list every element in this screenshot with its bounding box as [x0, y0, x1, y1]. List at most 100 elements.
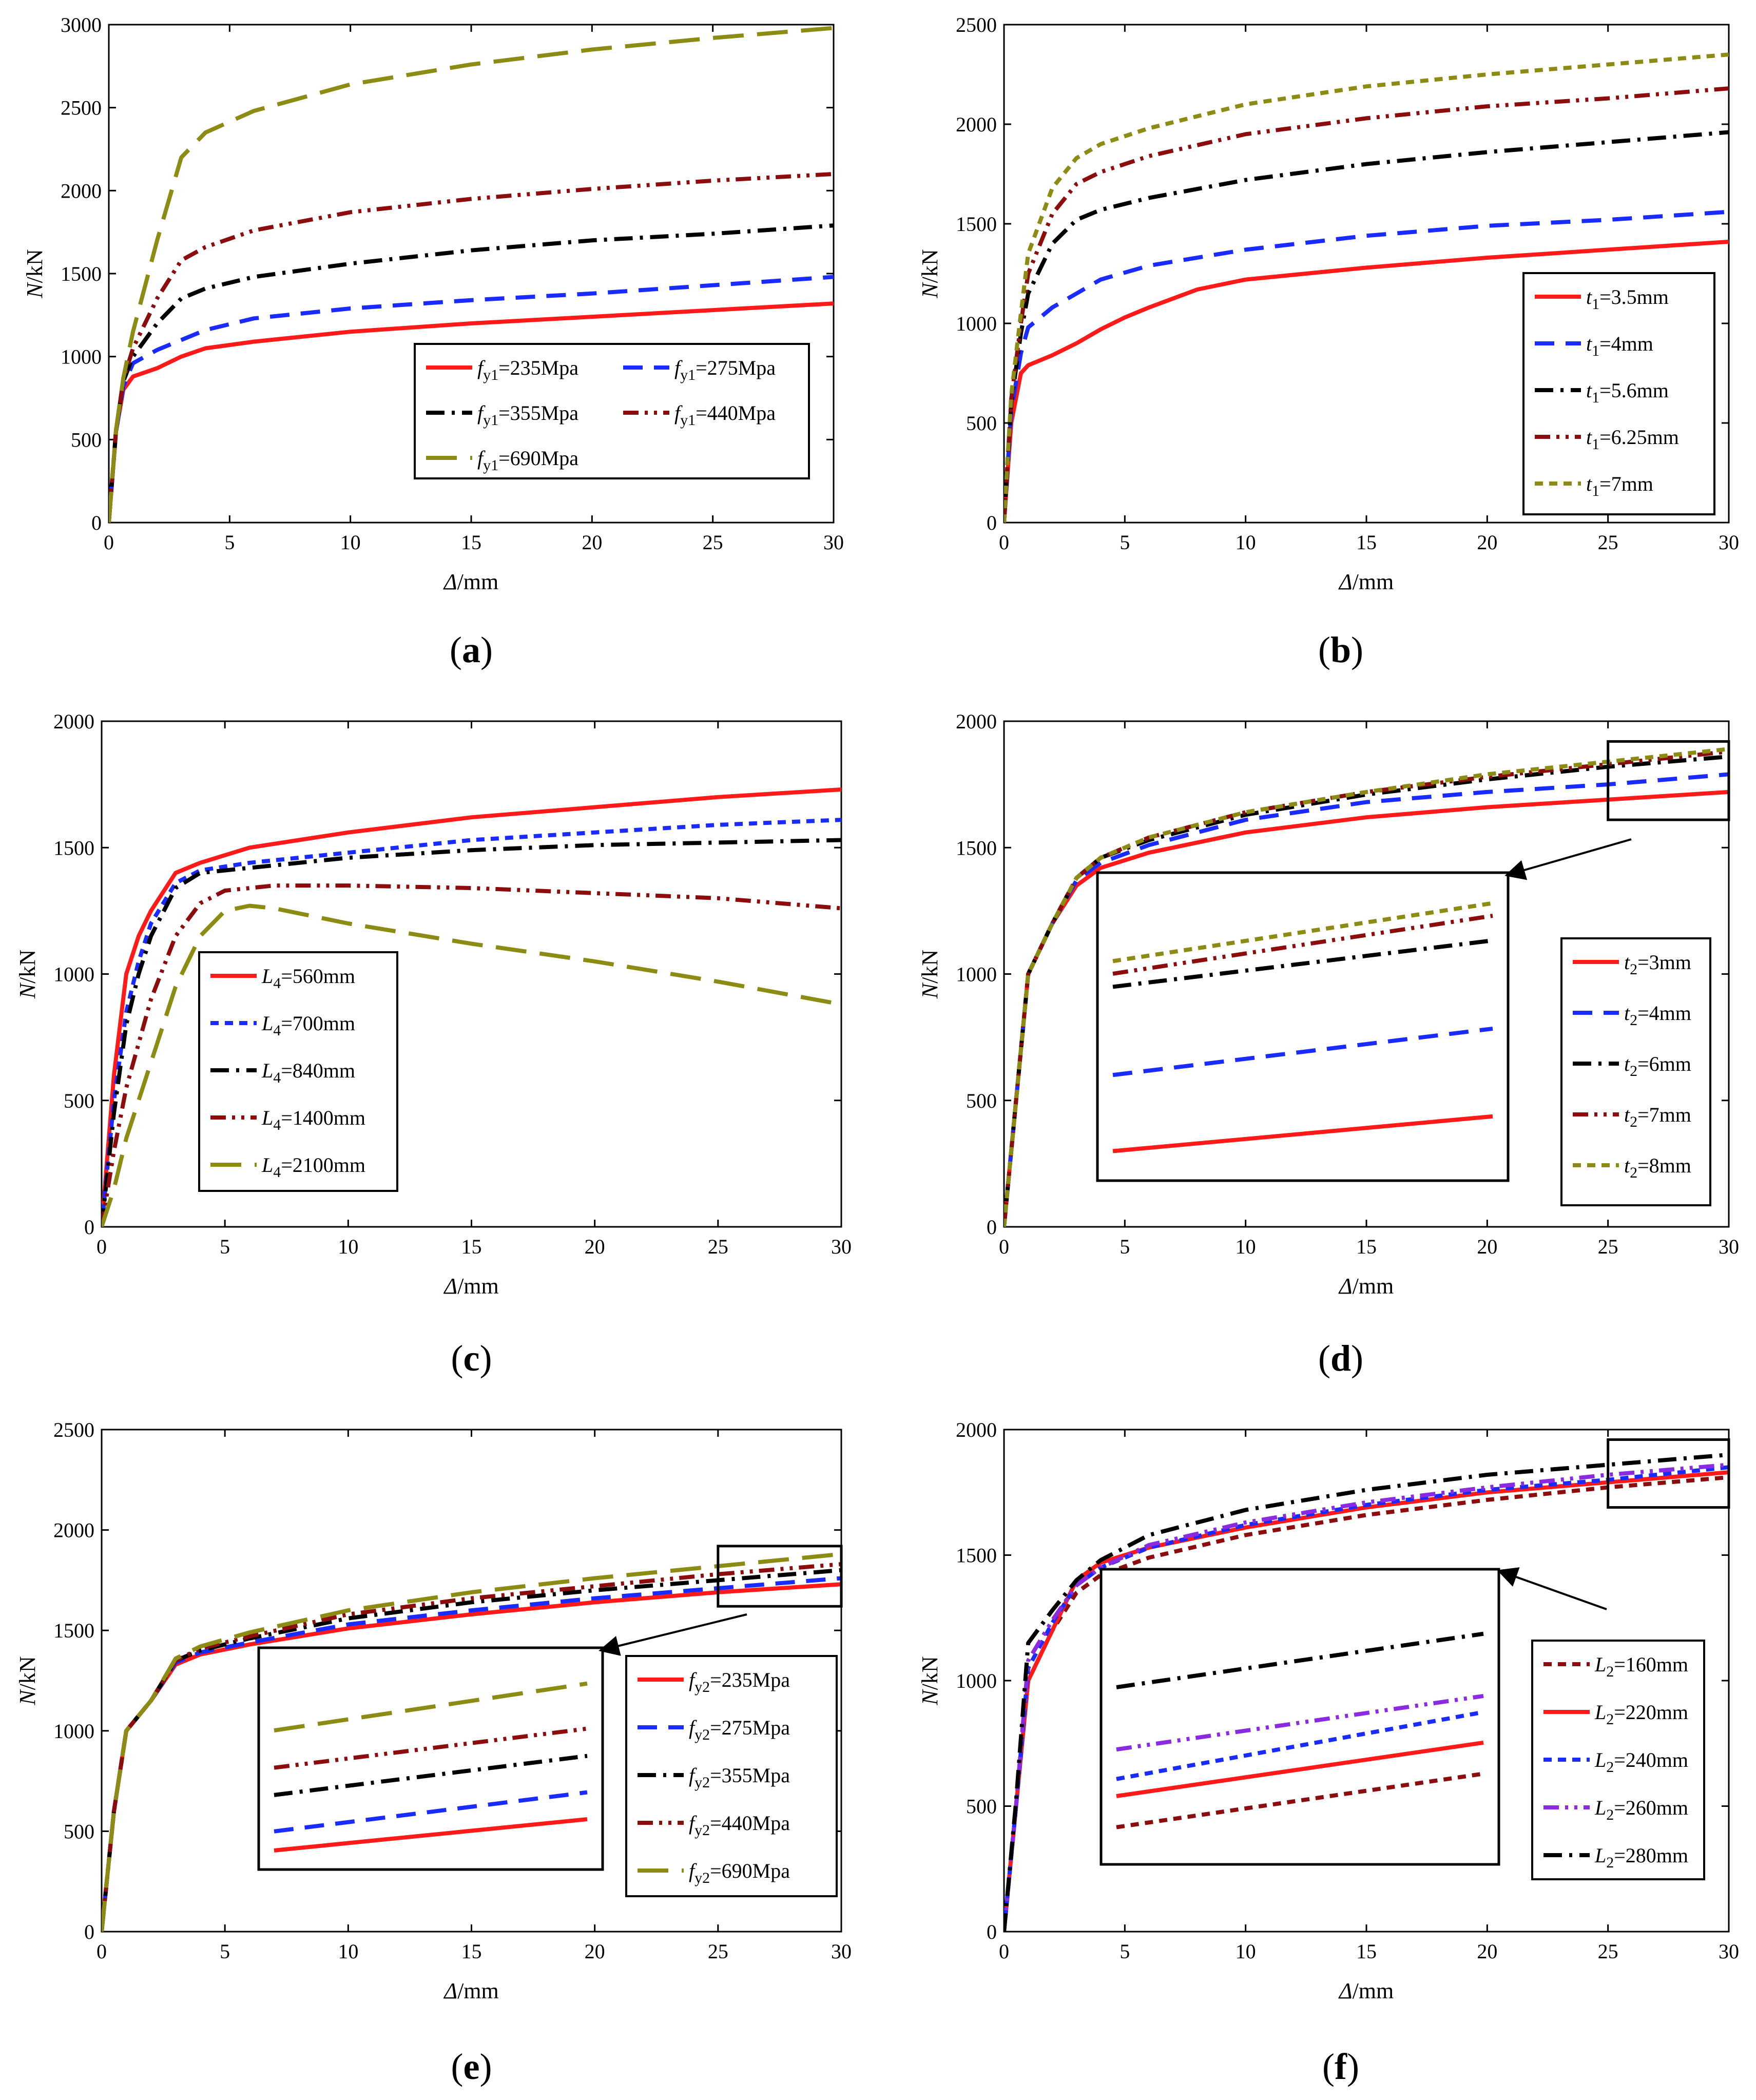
- x-tick-label: 10: [338, 1235, 358, 1258]
- legend-label: L4=1400mm: [261, 1106, 365, 1133]
- inset-series-line: [274, 1790, 588, 1834]
- inset-box: [257, 1646, 604, 1871]
- x-tick-label: 25: [1598, 1940, 1618, 1963]
- y-tick-label: 1500: [956, 213, 997, 236]
- inset-series-line: [1116, 1771, 1484, 1829]
- panel-label: (b): [1318, 629, 1363, 670]
- x-tick-label: 0: [97, 1940, 107, 1963]
- chart-panel-e: 0 5 10 15 20 25 30 0 500 1000 1500 2000 2500 Δ/mm N/kN…: [15, 1418, 852, 2087]
- inset-series-line: [274, 1681, 588, 1733]
- panel-label: (c): [451, 1338, 492, 1379]
- inset-series-line: [1112, 1114, 1493, 1153]
- legend-label: L4=840mm: [261, 1059, 355, 1086]
- legend-label: t1=6.25mm: [1586, 426, 1679, 453]
- x-tick-label: 0: [999, 1235, 1009, 1258]
- y-tick-label: 2000: [956, 113, 997, 136]
- panel-label: (d): [1318, 1338, 1363, 1379]
- y-tick-label: 0: [987, 1216, 997, 1239]
- legend: L4=560mm L4=700mm L4=840mm L4=1400mm L4=2100…: [198, 951, 398, 1192]
- y-tick-label: 1500: [956, 836, 997, 859]
- y-tick-label: 0: [91, 511, 102, 534]
- x-tick-label: 25: [1598, 1235, 1618, 1258]
- y-tick-label: 500: [64, 1089, 94, 1112]
- series-line-t2-8mm: [1004, 747, 1729, 1227]
- series-line-l2-280mm: [1004, 1452, 1729, 1932]
- series-line-t1-3-5mm: [1004, 239, 1729, 523]
- x-axis-label: Δ/mm: [443, 1978, 499, 2003]
- x-tick-label: 5: [1120, 1940, 1130, 1963]
- y-tick-label: 0: [84, 1920, 94, 1943]
- legend-box: [1560, 937, 1711, 1206]
- chart-panel-f: 0 5 10 15 20 25 30 0 500 1000 1500 2000 Δ/mm N/kN L2=1…: [917, 1418, 1739, 2087]
- legend-label: L2=240mm: [1594, 1748, 1688, 1776]
- inset-series-line: [1112, 914, 1493, 976]
- y-tick-label: 1000: [956, 963, 997, 986]
- y-tick-label: 1000: [956, 312, 997, 335]
- y-tick-label: 1500: [956, 1544, 997, 1567]
- series-group: [102, 1552, 841, 1932]
- legend-label: fy2=275Mpa: [689, 1716, 790, 1743]
- y-tick-label: 1500: [53, 1619, 94, 1642]
- x-tick-label: 15: [461, 1235, 482, 1258]
- x-tick-label: 15: [461, 1940, 482, 1963]
- series-line-fy2-690mpa: [102, 1552, 841, 1932]
- x-tick-label: 30: [1719, 531, 1739, 554]
- x-tick-label: 15: [1356, 531, 1377, 554]
- series-line-l4-700mm: [102, 818, 841, 1227]
- legend-box: [414, 343, 810, 479]
- inset-series-line: [274, 1754, 588, 1797]
- series-line-l2-260mm: [1004, 1462, 1729, 1932]
- inset-series-line: [1116, 1740, 1484, 1798]
- x-tick-label: 0: [999, 531, 1009, 554]
- y-tick-label: 500: [71, 428, 102, 451]
- legend-label: t2=4mm: [1624, 1001, 1691, 1029]
- inset-series-line: [1116, 1631, 1484, 1689]
- panel-label: (e): [451, 2046, 492, 2087]
- legend-label: fy1=275Mpa: [674, 356, 776, 383]
- x-tick-label: 25: [1598, 531, 1618, 554]
- legend-label: fy2=440Mpa: [689, 1812, 790, 1839]
- x-axis-label: Δ/mm: [1338, 569, 1394, 594]
- chart-panel-b: 0 5 10 15 20 25 30 0 500 1000 1500 2000 2500 Δ/mm N/kN…: [917, 13, 1739, 670]
- y-tick-label: 0: [987, 511, 997, 534]
- panel-label: (a): [450, 629, 493, 670]
- y-axis-label: N/kN: [15, 950, 40, 999]
- legend-label: L2=160mm: [1594, 1653, 1688, 1680]
- y-tick-label: 500: [966, 412, 997, 435]
- y-tick-label: 2500: [956, 13, 997, 36]
- y-tick-label: 2000: [61, 179, 102, 202]
- legend-box: [198, 951, 398, 1192]
- legend: t2=3mm t2=4mm t2=6mm t2=7mm t2=8mm: [1560, 937, 1711, 1206]
- y-tick-label: 2000: [53, 710, 94, 733]
- series-group: [109, 26, 834, 523]
- series-group: [1004, 1452, 1729, 1932]
- series-group: [1004, 747, 1729, 1227]
- legend-label: L4=2100mm: [261, 1153, 365, 1181]
- legend-label: L2=280mm: [1594, 1844, 1688, 1871]
- x-tick-label: 30: [831, 1940, 852, 1963]
- x-tick-label: 25: [703, 531, 723, 554]
- y-axis-label: N/kN: [917, 249, 942, 298]
- x-tick-label: 15: [1356, 1940, 1377, 1963]
- legend-label: t2=8mm: [1624, 1154, 1691, 1181]
- x-tick-label: 5: [1120, 531, 1130, 554]
- x-tick-label: 5: [220, 1940, 230, 1963]
- legend-label: L2=220mm: [1594, 1701, 1688, 1728]
- chart-panel-c: 0 5 10 15 20 25 30 0 500 1000 1500 2000 Δ/mm N/kN L4=5…: [15, 710, 852, 1379]
- y-tick-label: 2500: [53, 1418, 94, 1441]
- y-tick-label: 2000: [53, 1519, 94, 1542]
- x-tick-label: 10: [338, 1940, 358, 1963]
- zoom-arrow: [1497, 1567, 1607, 1610]
- y-axis-label: N/kN: [917, 950, 942, 999]
- y-axis-label: N/kN: [917, 1656, 942, 1705]
- x-tick-label: 5: [1120, 1235, 1130, 1258]
- series-line-fy1-355mpa: [109, 223, 834, 523]
- series-group: [102, 787, 841, 1227]
- x-tick-label: 30: [823, 531, 844, 554]
- y-tick-label: 0: [84, 1216, 94, 1239]
- x-tick-label: 15: [1356, 1235, 1377, 1258]
- x-tick-label: 20: [1477, 1235, 1497, 1258]
- y-tick-label: 1000: [956, 1669, 997, 1692]
- x-tick-label: 0: [97, 1235, 107, 1258]
